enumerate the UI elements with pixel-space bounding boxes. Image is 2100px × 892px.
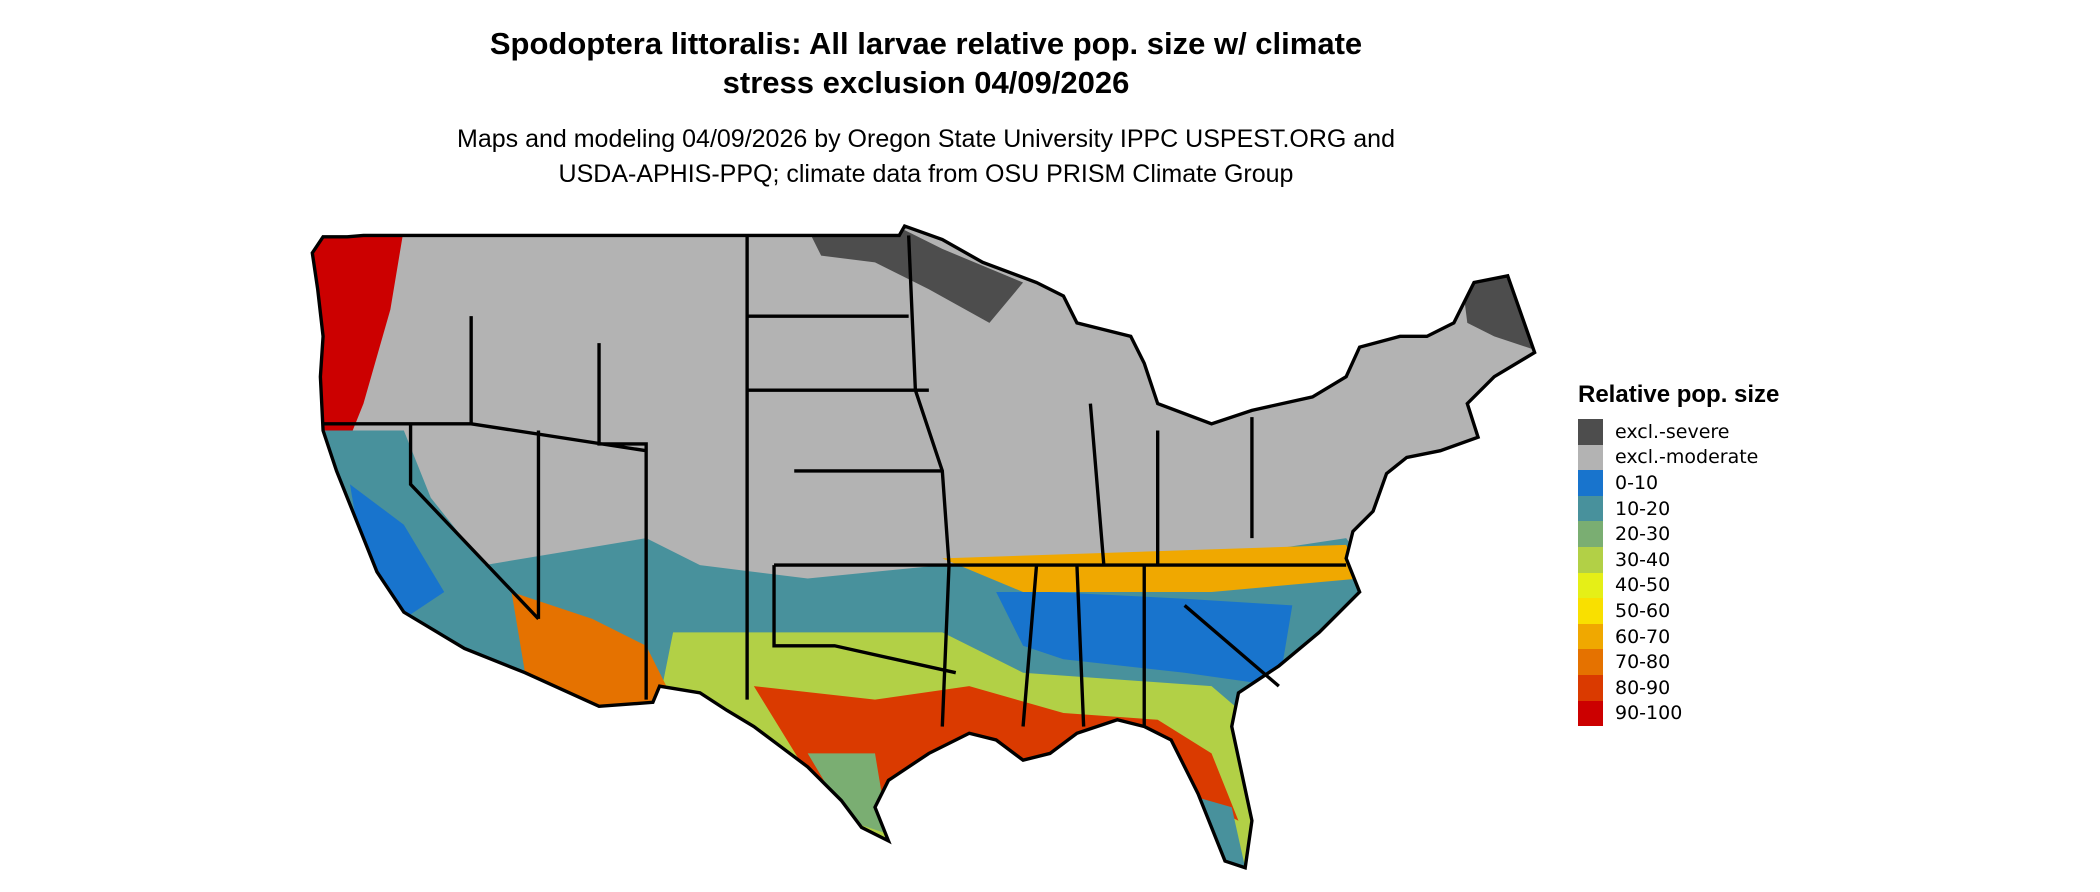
pacific-coast-red [312, 228, 404, 444]
legend-label: 50-60 [1615, 599, 1671, 622]
legend-swatch [1578, 572, 1603, 599]
legend-swatch [1578, 444, 1603, 471]
subtitle-line-1: Maps and modeling 04/09/2026 by Oregon S… [457, 125, 1395, 153]
legend-swatch [1578, 700, 1603, 727]
legend-swatch [1578, 546, 1603, 573]
legend-swatch [1578, 674, 1603, 701]
map-title: Spodoptera littoralis: All larvae relati… [0, 24, 1852, 102]
legend-label: 60-70 [1615, 625, 1671, 648]
legend-item: 20-30 [1578, 521, 1779, 547]
legend-label: 30-40 [1615, 548, 1671, 571]
legend-title: Relative pop. size [1578, 381, 1780, 408]
legend-label: 10-20 [1615, 497, 1671, 520]
legend-label: 0-10 [1615, 471, 1659, 494]
legend-item: 90-100 [1578, 700, 1779, 727]
legend-swatch [1578, 495, 1603, 522]
california-0-10 [350, 484, 445, 619]
excl-severe-region-north [807, 228, 1024, 323]
legend-swatch [1578, 649, 1603, 675]
legend-label: 80-90 [1615, 676, 1671, 699]
legend-item: 10-20 [1578, 495, 1779, 522]
legend-item: 80-90 [1578, 674, 1779, 701]
title-line-1: Spodoptera littoralis: All larvae relati… [489, 26, 1363, 61]
title-line-2: stress exclusion 04/09/2026 [722, 65, 1130, 100]
legend-label: 90-100 [1615, 702, 1683, 725]
legend-item: 60-70 [1578, 623, 1779, 650]
south-texas-20-30 [807, 753, 889, 835]
legend-item: 30-40 [1578, 546, 1779, 573]
legend-swatch [1578, 470, 1603, 496]
legend: Relative pop. size excl.-severe excl.-mod… [1578, 381, 1780, 727]
legend-item: 40-50 [1578, 572, 1779, 599]
legend-item: 50-60 [1578, 598, 1779, 624]
legend-label: excl.-moderate [1615, 446, 1759, 469]
subtitle-line-2: USDA-APHIS-PPQ; climate data from OSU PR… [558, 160, 1294, 188]
map-subtitle: Maps and modeling 04/09/2026 by Oregon S… [0, 122, 1852, 192]
northern-band-60-70 [942, 544, 1360, 592]
legend-item: 70-80 [1578, 649, 1779, 675]
arizona-70-80 [511, 591, 674, 707]
legend-label: 40-50 [1615, 574, 1671, 597]
legend-label: 20-30 [1615, 523, 1671, 546]
legend-swatch [1578, 598, 1603, 624]
legend-item: 0-10 [1578, 470, 1779, 496]
legend-label: 70-80 [1615, 651, 1671, 674]
legend-item: excl.-moderate [1578, 444, 1779, 471]
state-borders [310, 224, 1537, 870]
legend-item: excl.-severe [1578, 419, 1779, 445]
legend-swatch [1578, 623, 1603, 650]
legend-swatch [1578, 521, 1603, 547]
legend-label: excl.-severe [1615, 420, 1730, 443]
legend-swatch [1578, 419, 1603, 445]
